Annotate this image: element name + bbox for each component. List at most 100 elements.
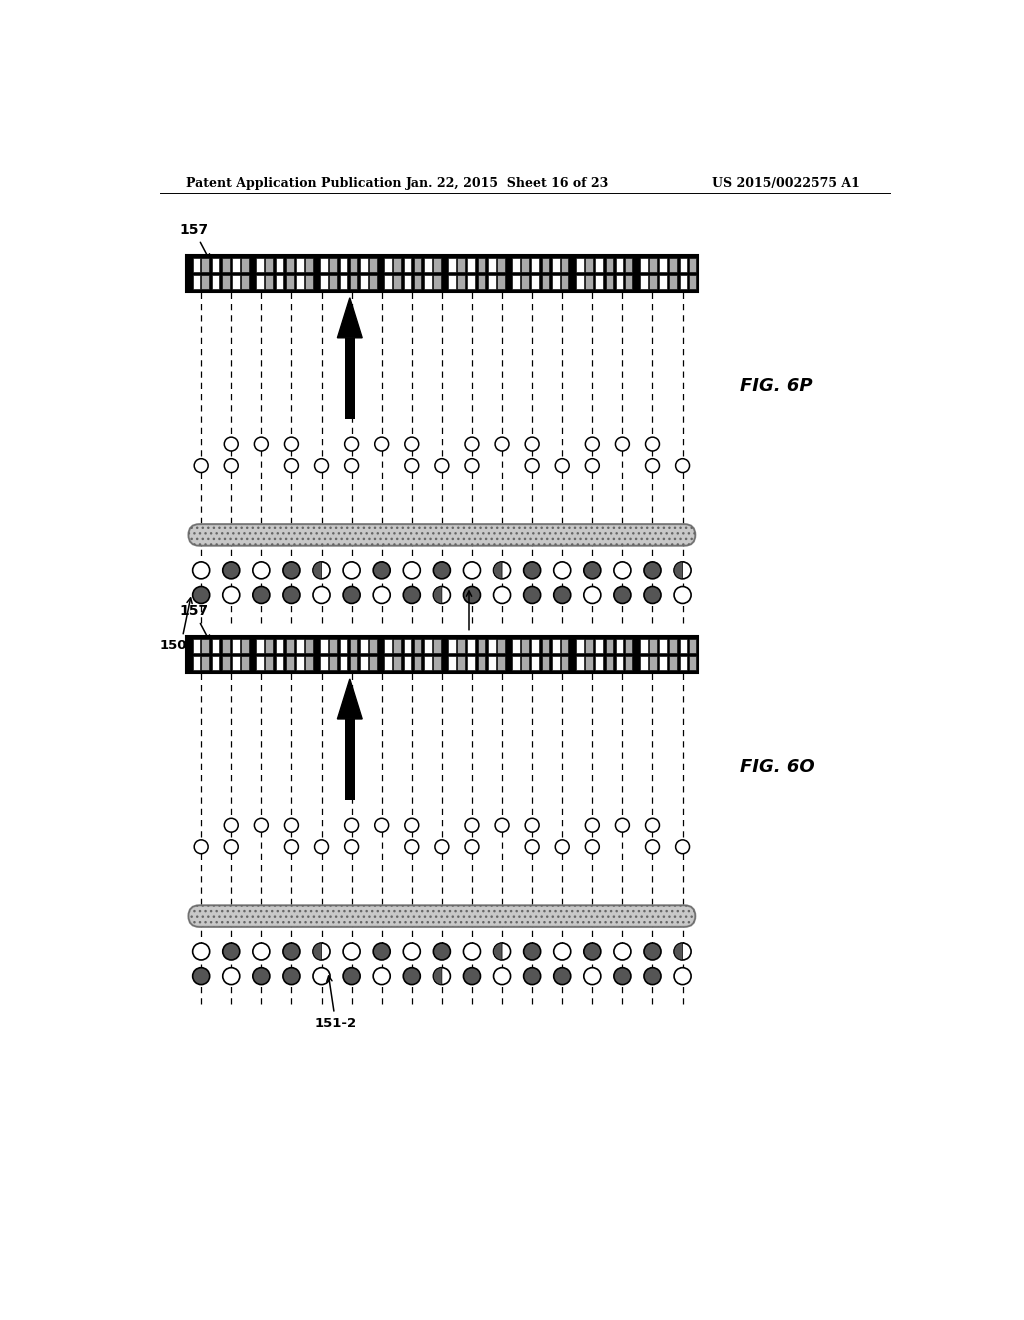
Polygon shape (337, 298, 362, 338)
Circle shape (195, 840, 208, 854)
Wedge shape (313, 942, 322, 960)
Bar (403, 656, 412, 669)
Circle shape (313, 942, 330, 960)
Circle shape (223, 562, 240, 579)
Circle shape (523, 942, 541, 960)
Circle shape (523, 586, 541, 603)
Bar (369, 259, 377, 272)
Circle shape (464, 942, 480, 960)
Circle shape (343, 942, 360, 960)
Circle shape (613, 942, 631, 960)
Bar (212, 259, 219, 272)
Circle shape (615, 818, 630, 832)
Circle shape (253, 942, 270, 960)
Bar (689, 259, 696, 272)
Bar (477, 639, 485, 653)
Bar (625, 259, 633, 272)
Circle shape (223, 968, 240, 985)
Bar (265, 276, 273, 289)
Bar (561, 656, 568, 669)
Bar (585, 276, 593, 289)
Circle shape (254, 437, 268, 451)
Bar (393, 639, 401, 653)
Bar (193, 259, 200, 272)
Bar (330, 656, 337, 669)
Circle shape (584, 942, 601, 960)
Circle shape (224, 840, 239, 854)
Circle shape (676, 840, 689, 854)
Bar (369, 639, 377, 653)
Bar (265, 656, 273, 669)
Bar (595, 259, 603, 272)
Circle shape (465, 459, 479, 473)
Circle shape (193, 562, 210, 579)
Bar (595, 656, 603, 669)
Bar (433, 639, 440, 653)
Bar (305, 656, 312, 669)
Circle shape (674, 562, 691, 579)
Circle shape (555, 840, 569, 854)
Text: Patent Application Publication: Patent Application Publication (186, 177, 401, 190)
Circle shape (343, 586, 360, 603)
Circle shape (224, 818, 239, 832)
Bar (202, 656, 209, 669)
Circle shape (494, 942, 511, 960)
Bar (232, 656, 240, 669)
Circle shape (555, 459, 569, 473)
Bar (414, 656, 422, 669)
Circle shape (373, 562, 390, 579)
Bar (659, 276, 667, 289)
Circle shape (314, 840, 329, 854)
Bar (512, 639, 520, 653)
Circle shape (433, 942, 451, 960)
Bar (552, 639, 559, 653)
Bar (449, 276, 456, 289)
Circle shape (403, 586, 420, 603)
Wedge shape (433, 586, 442, 603)
Bar (186, 636, 697, 673)
Bar (512, 276, 520, 289)
Bar (467, 639, 475, 653)
FancyBboxPatch shape (188, 524, 695, 545)
Circle shape (283, 942, 300, 960)
Bar (222, 259, 229, 272)
Circle shape (285, 459, 298, 473)
Bar (585, 639, 593, 653)
Bar (458, 276, 465, 289)
Bar (241, 276, 249, 289)
Circle shape (674, 586, 691, 603)
Bar (542, 259, 549, 272)
Bar (212, 639, 219, 653)
Bar (340, 259, 347, 272)
Bar (265, 639, 273, 653)
Bar (393, 656, 401, 669)
Bar (625, 639, 633, 653)
Bar (640, 656, 648, 669)
Bar (585, 656, 593, 669)
Bar (659, 639, 667, 653)
Circle shape (313, 562, 330, 579)
Text: 157: 157 (179, 223, 210, 260)
Bar (458, 639, 465, 653)
Circle shape (343, 968, 360, 985)
Bar (232, 276, 240, 289)
Bar (296, 276, 304, 289)
Bar (256, 656, 264, 669)
Bar (330, 259, 337, 272)
Bar (477, 276, 485, 289)
Bar (330, 639, 337, 653)
Circle shape (464, 586, 480, 603)
Circle shape (494, 586, 511, 603)
Circle shape (285, 437, 298, 451)
Bar (625, 276, 633, 289)
Bar (241, 259, 249, 272)
Bar (222, 276, 229, 289)
Bar (531, 639, 539, 653)
Circle shape (465, 840, 479, 854)
Circle shape (433, 968, 451, 985)
Circle shape (554, 968, 570, 985)
Bar (369, 656, 377, 669)
Text: 157: 157 (179, 605, 210, 642)
Bar (615, 639, 624, 653)
Bar (595, 276, 603, 289)
